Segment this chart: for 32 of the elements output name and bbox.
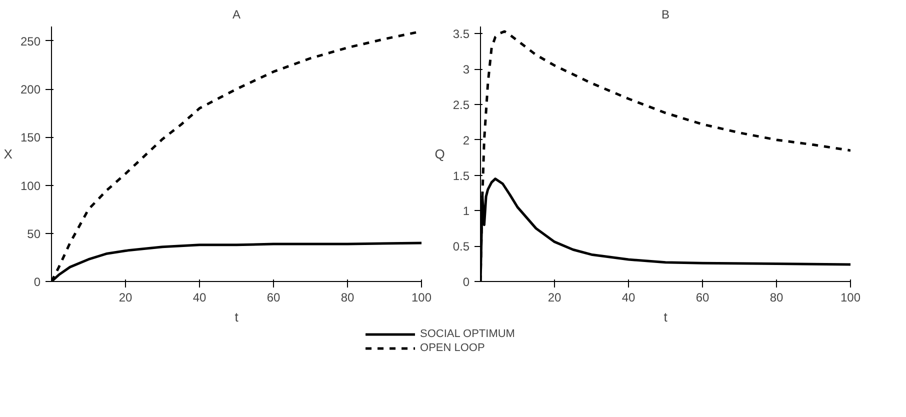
y-axis-title: Q xyxy=(434,146,445,162)
y-tick-label: 1.5 xyxy=(452,168,470,183)
x-axis-title: t xyxy=(664,310,668,324)
y-tick-label: 250 xyxy=(20,34,41,48)
y-tick-label: 3 xyxy=(462,62,470,76)
x-tick-label: 40 xyxy=(192,290,206,304)
legend-label: SOCIAL OPTIMUM xyxy=(420,327,515,341)
x-tick-label: 100 xyxy=(411,290,432,304)
x-tick-label: 80 xyxy=(340,290,354,304)
y-tick-label: 0.5 xyxy=(452,240,470,254)
x-tick-label: 60 xyxy=(696,290,710,304)
y-tick-label: 0 xyxy=(462,275,470,289)
y-tick-label: 150 xyxy=(20,130,41,145)
x-tick-label: 80 xyxy=(770,290,784,304)
y-tick-label: 1 xyxy=(462,204,470,218)
x-tick-label: 20 xyxy=(548,290,562,304)
x-axis-title: t xyxy=(234,310,239,324)
legend-label: OPEN LOOP xyxy=(420,341,485,355)
x-tick-label: 60 xyxy=(266,290,280,304)
y-tick-label: 0 xyxy=(34,275,41,289)
y-tick-label: 2.5 xyxy=(452,98,470,112)
y-tick-label: 100 xyxy=(20,178,41,193)
chart-title: A xyxy=(232,8,241,22)
x-tick-label: 100 xyxy=(840,290,861,304)
y-tick-label: 2 xyxy=(462,133,470,148)
chart-title: B xyxy=(662,8,670,22)
y-tick-label: 200 xyxy=(20,82,41,97)
x-tick-label: 20 xyxy=(118,290,132,304)
y-tick-label: 3.5 xyxy=(452,27,470,42)
x-tick-label: 40 xyxy=(622,290,636,304)
y-tick-label: 50 xyxy=(27,226,41,241)
y-axis-title: X xyxy=(4,146,13,162)
